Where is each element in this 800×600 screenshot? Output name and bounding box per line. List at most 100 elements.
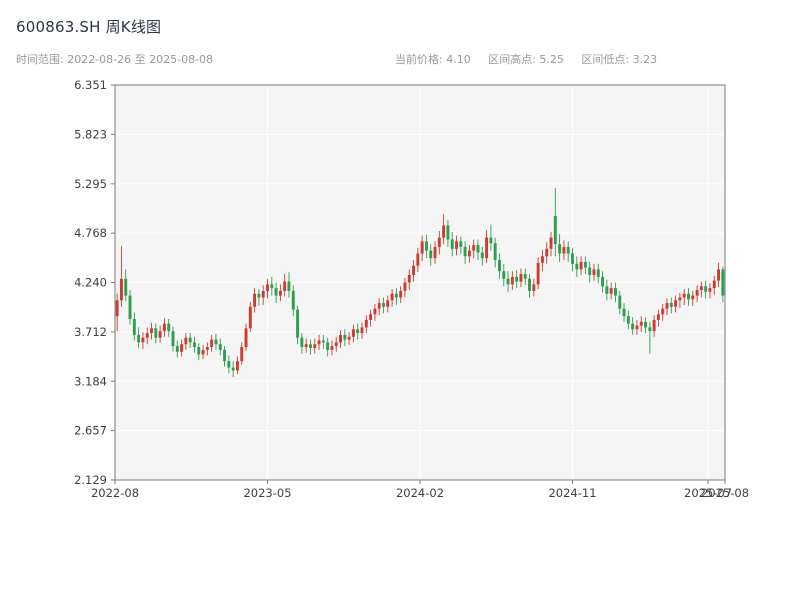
candle-body <box>721 269 725 296</box>
candle-body <box>248 306 252 329</box>
y-tick-label: 5.295 <box>74 177 107 191</box>
candle-body <box>300 337 304 348</box>
candle-body <box>356 329 360 334</box>
candle-body <box>339 334 342 343</box>
candle-body <box>626 316 630 324</box>
candle-body <box>489 237 493 244</box>
candle-body <box>317 340 321 345</box>
x-tick-label: 2022-08 <box>91 486 139 500</box>
candle-body <box>283 281 287 291</box>
candle-body <box>313 344 317 348</box>
candle-body <box>424 241 428 251</box>
candle-body <box>257 293 261 298</box>
candle-body <box>326 342 330 350</box>
x-tick-label: 2024-11 <box>548 486 596 500</box>
candle-body <box>334 342 338 347</box>
candle-body <box>287 281 291 291</box>
candle-body <box>141 337 145 343</box>
candle-body <box>682 293 686 298</box>
candle-body <box>171 331 175 347</box>
candle-body <box>446 225 450 240</box>
candle-body <box>231 367 235 371</box>
candle-body <box>244 328 248 348</box>
candle-body <box>485 237 489 259</box>
candle-body <box>154 328 158 338</box>
candle-body <box>575 263 579 270</box>
candle-body <box>510 276 514 285</box>
candle-body <box>377 303 381 309</box>
candle-body <box>197 347 201 355</box>
candle-body <box>601 276 605 287</box>
candle-body <box>463 246 467 257</box>
candle-body <box>502 271 506 279</box>
candle-body <box>635 325 639 330</box>
candle-body <box>188 337 192 343</box>
candle-body <box>278 290 282 296</box>
candle-body <box>137 334 141 343</box>
y-tick-label: 4.768 <box>74 226 107 240</box>
candle-body <box>579 261 583 270</box>
candle-body <box>382 303 385 307</box>
candle-body <box>695 289 699 296</box>
y-tick-label: 4.240 <box>74 276 107 290</box>
candle-body <box>674 300 678 307</box>
candle-body <box>712 280 716 289</box>
candle-body <box>536 262 540 285</box>
candle-body <box>119 278 123 301</box>
candle-body <box>622 308 626 317</box>
candle-body <box>218 344 222 350</box>
candle-body <box>407 275 411 283</box>
candle-body <box>394 293 398 298</box>
candle-body <box>296 309 300 338</box>
candle-body <box>330 346 334 350</box>
candle-body <box>145 333 149 338</box>
candle-body <box>609 288 613 294</box>
candle-body <box>459 241 463 247</box>
candle-body <box>386 300 390 307</box>
candle-body <box>665 303 669 309</box>
candle-body <box>566 246 570 254</box>
range-high-label: 区间高点: 5.25 <box>488 53 564 66</box>
x-tick-label: 2025-07 <box>684 486 732 500</box>
candle-body <box>528 278 532 291</box>
candle-body <box>304 344 308 348</box>
candle-body <box>613 288 617 296</box>
candle-body <box>124 278 128 296</box>
candle-body <box>416 253 420 266</box>
y-tick-label: 5.823 <box>74 127 107 141</box>
candle-body <box>480 252 484 259</box>
candle-body <box>450 239 454 249</box>
candle-body <box>592 269 596 276</box>
candle-body <box>644 321 647 328</box>
x-tick-label: 2023-05 <box>243 486 291 500</box>
candle-body <box>708 288 712 292</box>
candle-body <box>270 284 274 289</box>
candle-body <box>571 253 574 264</box>
candle-body <box>158 331 162 338</box>
candle-body <box>678 297 682 301</box>
candle-body <box>631 323 635 330</box>
candle-body <box>390 293 394 301</box>
candle-body <box>184 337 188 345</box>
y-tick-label: 3.184 <box>74 374 107 388</box>
x-tick-label: 2024-02 <box>396 486 444 500</box>
candle-body <box>691 295 695 300</box>
candle-body <box>403 282 407 291</box>
candle-body <box>214 339 218 345</box>
candle-body <box>656 314 660 320</box>
candle-body <box>347 336 351 340</box>
candle-body <box>553 216 557 245</box>
page-title: 600863.SH 周K线图 <box>16 18 162 36</box>
candle-body <box>699 286 703 290</box>
candle-body <box>167 323 171 332</box>
candle-body <box>373 308 377 315</box>
candle-body <box>540 256 544 263</box>
candle-body <box>429 250 433 259</box>
candle-body <box>235 361 239 371</box>
candle-body <box>558 244 562 254</box>
candle-body <box>175 346 179 352</box>
candle-body <box>193 342 196 348</box>
candle-body <box>545 248 549 257</box>
candle-body <box>588 267 592 276</box>
